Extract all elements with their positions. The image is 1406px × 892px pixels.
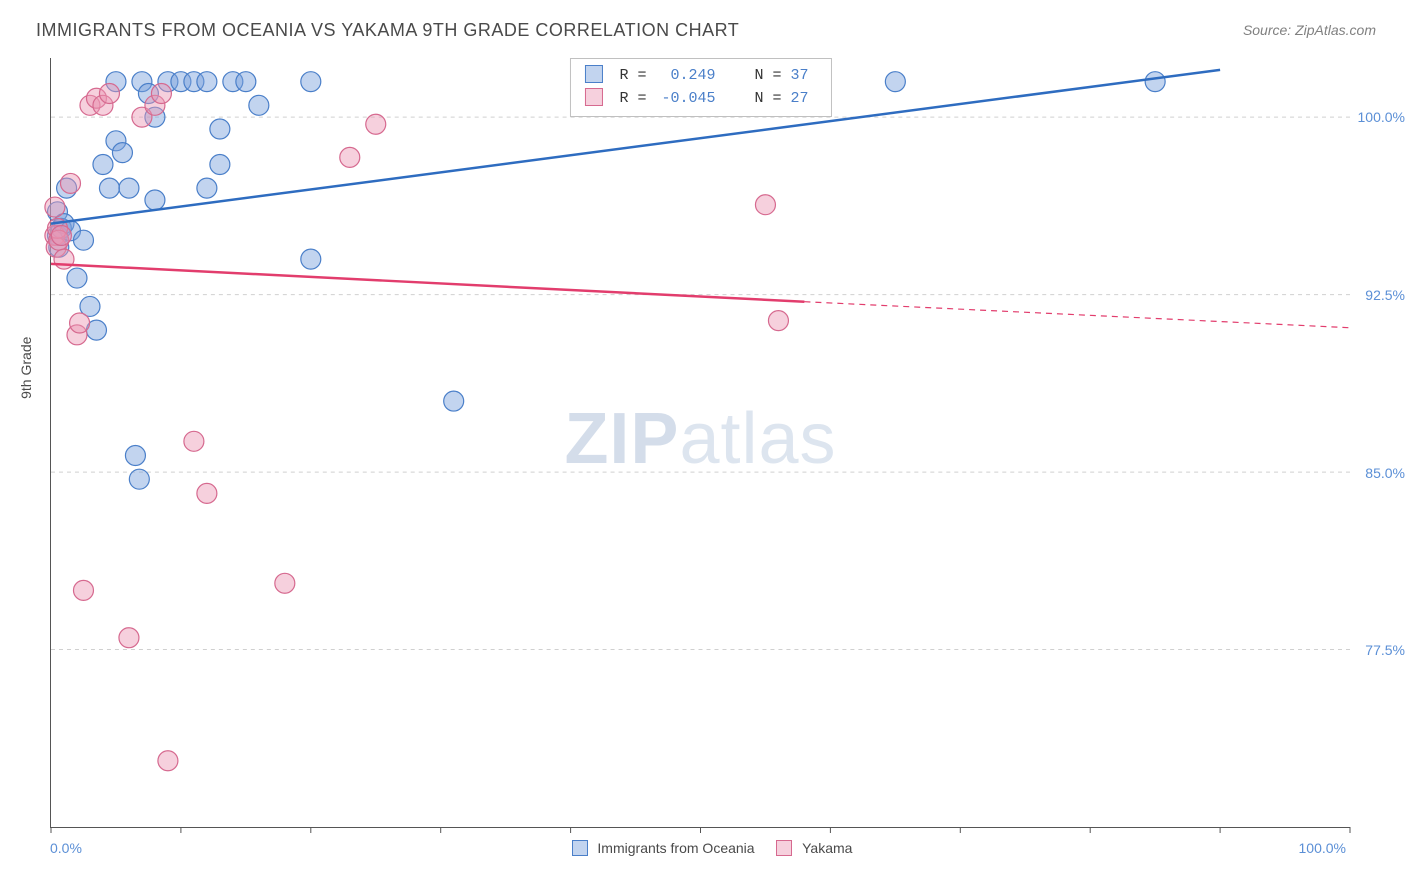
legend-swatch-yakama [776, 840, 792, 856]
r-label: R = [619, 90, 655, 107]
source-attribution: Source: ZipAtlas.com [1243, 22, 1376, 38]
legend-swatch-oceania [572, 840, 588, 856]
plot-area: ZIPatlas R = 0.249 N = 37 R = -0.045 N =… [50, 58, 1350, 828]
r-value-oceania: 0.249 [656, 65, 716, 88]
n-label: N = [737, 90, 791, 107]
y-axis-title: 9th Grade [18, 337, 34, 399]
y-tick-label: 92.5% [1365, 287, 1405, 303]
swatch-oceania [584, 65, 602, 83]
legend-label-yakama: Yakama [802, 840, 852, 856]
stats-row-oceania: R = 0.249 N = 37 [584, 65, 816, 88]
legend-label-oceania: Immigrants from Oceania [597, 840, 754, 856]
plot-svg [51, 58, 1350, 827]
r-label: R = [619, 67, 655, 84]
swatch-yakama [584, 88, 602, 106]
y-tick-label: 77.5% [1365, 642, 1405, 658]
r-value-yakama: -0.045 [656, 88, 716, 111]
chart-title: IMMIGRANTS FROM OCEANIA VS YAKAMA 9TH GR… [36, 20, 739, 41]
correlation-stats-box: R = 0.249 N = 37 R = -0.045 N = 27 [569, 58, 831, 117]
n-value-oceania: 37 [791, 65, 817, 88]
y-tick-label: 85.0% [1365, 465, 1405, 481]
n-label: N = [737, 67, 791, 84]
stats-row-yakama: R = -0.045 N = 27 [584, 88, 816, 111]
y-tick-label: 100.0% [1358, 109, 1405, 125]
n-value-yakama: 27 [791, 88, 817, 111]
bottom-legend: Immigrants from Oceania Yakama [0, 840, 1406, 856]
